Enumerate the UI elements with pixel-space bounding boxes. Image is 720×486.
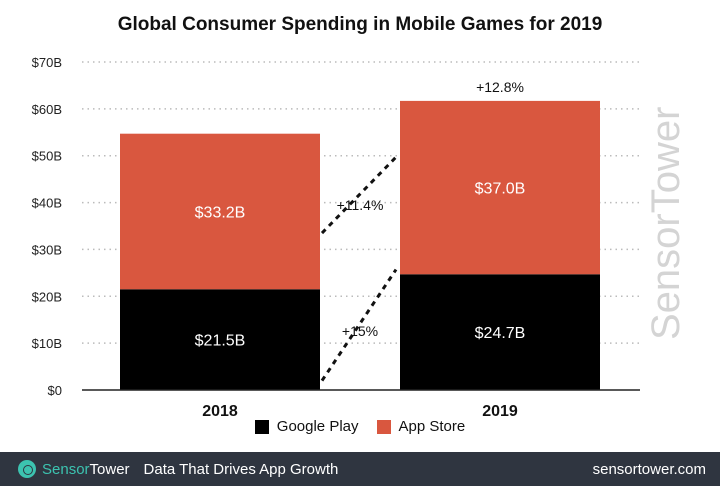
y-tick-label: $0: [48, 383, 62, 398]
bar-app-store-2018: [120, 133, 320, 290]
stacked-bar-chart: $0 $10B $20B $30B $40B $50B $60B $70B $21.5B $33.…: [32, 55, 640, 420]
y-tick-label: $30B: [32, 242, 62, 257]
x-tick-label: 2018: [202, 403, 238, 420]
tagline: Data That Drives App Growth: [143, 460, 339, 478]
brand-name-part1: Sensor: [42, 460, 90, 478]
y-tick-label: $50B: [32, 149, 62, 164]
x-tick-label: 2019: [482, 403, 518, 420]
chart-title: Global Consumer Spending in Mobile Games…: [117, 14, 603, 35]
y-tick-label: $70B: [32, 55, 62, 70]
legend-item-google-play: Google Play: [254, 418, 359, 435]
legend-label: App Store: [398, 418, 466, 435]
data-label: $33.2B: [195, 204, 246, 221]
data-label: $24.7B: [475, 325, 526, 342]
website-link[interactable]: sensortower.com: [592, 460, 706, 478]
legend-label: Google Play: [276, 418, 359, 435]
bar-app-store-2019: [400, 100, 600, 275]
growth-connector-app-store: [320, 156, 398, 235]
growth-label-app-store: +11.4%: [337, 197, 384, 213]
data-label: $37.0B: [475, 181, 526, 198]
data-label: $21.5B: [195, 333, 246, 350]
growth-label-google-play: +15%: [342, 323, 378, 339]
bar-google-play-2018: [120, 289, 320, 390]
legend-swatch: [376, 419, 391, 434]
y-tick-label: $40B: [32, 196, 62, 211]
growth-label-total: +12.8%: [476, 79, 524, 95]
sensortower-logo-icon: [18, 460, 36, 478]
legend-swatch: [254, 419, 269, 434]
bar-google-play-2019: [400, 274, 600, 390]
footer-bar: Sensor Tower Data That Drives App Growth…: [0, 452, 720, 486]
y-tick-label: $20B: [32, 289, 62, 304]
legend: Google Play App Store: [0, 418, 720, 435]
legend-item-app-store: App Store: [376, 418, 466, 435]
y-tick-label: $10B: [32, 336, 62, 351]
growth-connector-google-play: [320, 268, 398, 382]
y-tick-label: $60B: [32, 102, 62, 117]
brand-name-part2: Tower: [89, 460, 130, 478]
